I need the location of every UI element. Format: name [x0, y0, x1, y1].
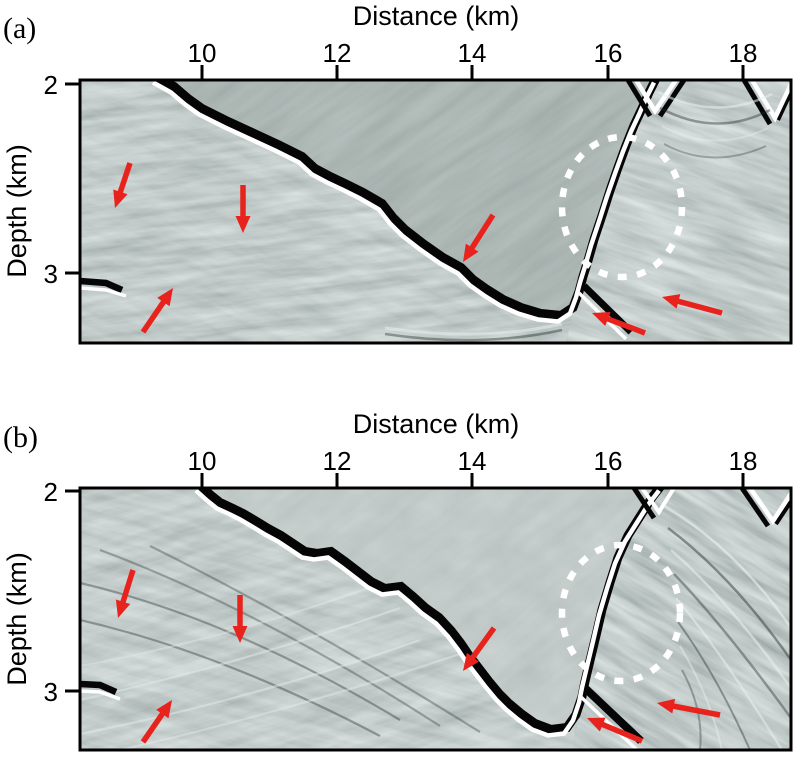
red-arrow-shaft [672, 297, 723, 316]
x-axis-tick-label: 16 [594, 446, 623, 476]
red-arrow-head [463, 652, 480, 671]
red-arrow-head [157, 288, 173, 307]
x-axis-tick-label: 14 [458, 38, 487, 68]
red-arrow-shaft [118, 569, 136, 608]
red-arrow-head [235, 216, 251, 233]
red-arrow-shaft [140, 296, 169, 334]
red-arrow-head [463, 243, 479, 262]
panel-a-figure: Distance (km) 10 12 14 16 18 2 3 Depth (km) (a) [2, 1, 793, 345]
panel-label: (b) [3, 421, 38, 454]
red-arrow-shaft [602, 314, 646, 336]
y-axis-title: Depth (km) [2, 144, 32, 278]
panel-label: (a) [3, 12, 36, 45]
panel-b-image [78, 486, 793, 752]
panel-b-border [78, 486, 793, 752]
panel-a-image [78, 78, 793, 345]
panel-a-border [78, 78, 793, 345]
red-arrow-head [592, 311, 611, 327]
panel-b-axes: Distance (km) 10 12 14 16 18 2 3 Depth (km) (b) [2, 409, 757, 707]
y-axis-tick-label: 2 [44, 477, 58, 507]
y-axis-tick-label: 3 [44, 259, 58, 289]
x-axis-tick-label: 14 [458, 446, 487, 476]
x-axis-tick-label: 18 [729, 38, 758, 68]
red-arrow-shaft [140, 708, 168, 744]
red-arrow-head [115, 599, 131, 618]
red-arrow-head [232, 626, 248, 643]
x-axis-tick-label: 16 [594, 38, 623, 68]
red-arrow-shaft [467, 626, 497, 663]
panel-a-annotations [113, 133, 723, 336]
x-axis-tick-label: 18 [729, 446, 758, 476]
red-arrow-head [113, 189, 128, 208]
red-arrow-head [156, 700, 172, 719]
red-arrow-head [587, 717, 606, 732]
panel-b-annotations [115, 541, 721, 744]
panel-a-axes: Distance (km) 10 12 14 16 18 2 3 Depth (km) (a) [2, 1, 757, 289]
x-axis-tick-label: 12 [323, 38, 352, 68]
dashed-ellipse-highlight [558, 133, 686, 281]
red-arrow-shaft [467, 213, 496, 254]
x-axis-tick-label: 10 [188, 38, 217, 68]
x-axis-tick-label: 12 [323, 446, 352, 476]
x-axis-title: Distance (km) [353, 409, 520, 439]
red-arrow-head [662, 294, 681, 309]
x-axis-title: Distance (km) [353, 1, 520, 31]
y-axis-tick-label: 3 [44, 677, 58, 707]
dashed-ellipse-highlight [558, 541, 684, 685]
y-axis-title: Depth (km) [2, 552, 32, 686]
y-axis-tick-label: 2 [44, 70, 58, 100]
red-arrow-head [657, 698, 676, 714]
red-arrow-shaft [668, 702, 721, 718]
x-axis-tick-label: 10 [188, 446, 217, 476]
red-arrow-shaft [116, 162, 133, 198]
panel-b-figure: Distance (km) 10 12 14 16 18 2 3 Depth (km) (b) [2, 409, 793, 752]
red-arrow-shaft [597, 720, 644, 744]
